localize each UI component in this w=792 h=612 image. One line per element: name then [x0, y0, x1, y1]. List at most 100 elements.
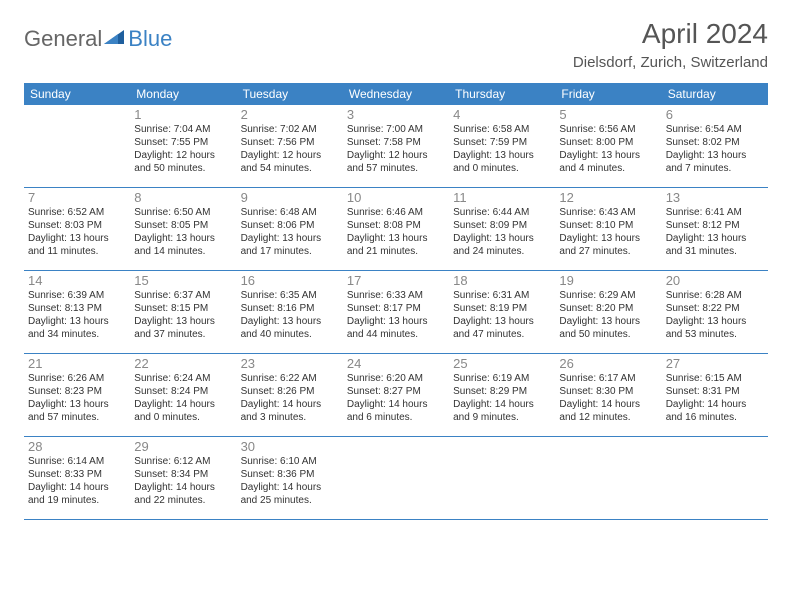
weekday-header-row: Sunday Monday Tuesday Wednesday Thursday…	[24, 83, 768, 105]
day-cell	[662, 437, 768, 519]
day-info: Sunrise: 6:43 AMSunset: 8:10 PMDaylight:…	[559, 206, 657, 258]
info-line: and 3 minutes.	[241, 411, 339, 424]
day-info: Sunrise: 6:28 AMSunset: 8:22 PMDaylight:…	[666, 289, 764, 341]
info-line: Sunset: 8:12 PM	[666, 219, 764, 232]
logo-text-general: General	[24, 26, 102, 52]
info-line: Sunrise: 6:22 AM	[241, 372, 339, 385]
calendar-grid: Sunday Monday Tuesday Wednesday Thursday…	[24, 83, 768, 520]
day-info: Sunrise: 6:35 AMSunset: 8:16 PMDaylight:…	[241, 289, 339, 341]
info-line: Sunset: 8:16 PM	[241, 302, 339, 315]
day-cell: 3Sunrise: 7:00 AMSunset: 7:58 PMDaylight…	[343, 105, 449, 187]
day-cell: 30Sunrise: 6:10 AMSunset: 8:36 PMDayligh…	[237, 437, 343, 519]
info-line: Daylight: 13 hours	[453, 149, 551, 162]
info-line: Sunset: 8:13 PM	[28, 302, 126, 315]
info-line: Sunrise: 6:54 AM	[666, 123, 764, 136]
week-row: 1Sunrise: 7:04 AMSunset: 7:55 PMDaylight…	[24, 105, 768, 188]
info-line: Sunset: 8:33 PM	[28, 468, 126, 481]
info-line: Daylight: 13 hours	[241, 232, 339, 245]
info-line: Daylight: 13 hours	[28, 398, 126, 411]
month-title: April 2024	[573, 18, 768, 50]
info-line: Sunrise: 6:20 AM	[347, 372, 445, 385]
info-line: and 0 minutes.	[453, 162, 551, 175]
day-info: Sunrise: 6:20 AMSunset: 8:27 PMDaylight:…	[347, 372, 445, 424]
day-cell: 16Sunrise: 6:35 AMSunset: 8:16 PMDayligh…	[237, 271, 343, 353]
info-line: and 27 minutes.	[559, 245, 657, 258]
info-line: Sunset: 8:17 PM	[347, 302, 445, 315]
info-line: and 7 minutes.	[666, 162, 764, 175]
info-line: and 50 minutes.	[134, 162, 232, 175]
info-line: and 14 minutes.	[134, 245, 232, 258]
day-number: 18	[453, 273, 551, 288]
info-line: Sunset: 7:56 PM	[241, 136, 339, 149]
day-info: Sunrise: 6:33 AMSunset: 8:17 PMDaylight:…	[347, 289, 445, 341]
day-info: Sunrise: 6:10 AMSunset: 8:36 PMDaylight:…	[241, 455, 339, 507]
info-line: Daylight: 13 hours	[666, 232, 764, 245]
day-cell: 17Sunrise: 6:33 AMSunset: 8:17 PMDayligh…	[343, 271, 449, 353]
info-line: and 6 minutes.	[347, 411, 445, 424]
day-cell	[343, 437, 449, 519]
info-line: Sunset: 8:27 PM	[347, 385, 445, 398]
day-cell: 1Sunrise: 7:04 AMSunset: 7:55 PMDaylight…	[130, 105, 236, 187]
info-line: Sunset: 8:19 PM	[453, 302, 551, 315]
day-info: Sunrise: 6:14 AMSunset: 8:33 PMDaylight:…	[28, 455, 126, 507]
logo-triangle-icon	[104, 28, 126, 51]
day-number: 13	[666, 190, 764, 205]
day-number: 27	[666, 356, 764, 371]
day-number: 28	[28, 439, 126, 454]
info-line: and 34 minutes.	[28, 328, 126, 341]
day-info: Sunrise: 6:58 AMSunset: 7:59 PMDaylight:…	[453, 123, 551, 175]
day-cell: 9Sunrise: 6:48 AMSunset: 8:06 PMDaylight…	[237, 188, 343, 270]
info-line: Sunset: 8:26 PM	[241, 385, 339, 398]
info-line: Daylight: 13 hours	[28, 232, 126, 245]
info-line: Daylight: 13 hours	[666, 149, 764, 162]
info-line: and 31 minutes.	[666, 245, 764, 258]
weeks-container: 1Sunrise: 7:04 AMSunset: 7:55 PMDaylight…	[24, 105, 768, 520]
day-cell: 20Sunrise: 6:28 AMSunset: 8:22 PMDayligh…	[662, 271, 768, 353]
day-cell: 4Sunrise: 6:58 AMSunset: 7:59 PMDaylight…	[449, 105, 555, 187]
day-info: Sunrise: 6:44 AMSunset: 8:09 PMDaylight:…	[453, 206, 551, 258]
info-line: Sunset: 8:31 PM	[666, 385, 764, 398]
day-number: 25	[453, 356, 551, 371]
day-cell: 10Sunrise: 6:46 AMSunset: 8:08 PMDayligh…	[343, 188, 449, 270]
day-cell: 13Sunrise: 6:41 AMSunset: 8:12 PMDayligh…	[662, 188, 768, 270]
day-number: 10	[347, 190, 445, 205]
info-line: Sunrise: 6:28 AM	[666, 289, 764, 302]
day-cell: 22Sunrise: 6:24 AMSunset: 8:24 PMDayligh…	[130, 354, 236, 436]
info-line: Sunset: 8:22 PM	[666, 302, 764, 315]
day-cell: 6Sunrise: 6:54 AMSunset: 8:02 PMDaylight…	[662, 105, 768, 187]
info-line: Daylight: 13 hours	[666, 315, 764, 328]
info-line: Sunset: 8:30 PM	[559, 385, 657, 398]
day-number: 2	[241, 107, 339, 122]
info-line: Daylight: 13 hours	[453, 232, 551, 245]
day-cell: 21Sunrise: 6:26 AMSunset: 8:23 PMDayligh…	[24, 354, 130, 436]
day-number: 20	[666, 273, 764, 288]
info-line: and 0 minutes.	[134, 411, 232, 424]
brand-logo: General Blue	[24, 26, 172, 52]
info-line: and 57 minutes.	[28, 411, 126, 424]
day-number: 23	[241, 356, 339, 371]
info-line: Sunset: 8:23 PM	[28, 385, 126, 398]
info-line: Daylight: 12 hours	[134, 149, 232, 162]
info-line: Daylight: 14 hours	[241, 398, 339, 411]
info-line: Daylight: 14 hours	[28, 481, 126, 494]
day-number: 7	[28, 190, 126, 205]
day-info: Sunrise: 6:37 AMSunset: 8:15 PMDaylight:…	[134, 289, 232, 341]
info-line: Sunset: 7:58 PM	[347, 136, 445, 149]
day-number: 3	[347, 107, 445, 122]
info-line: Daylight: 14 hours	[241, 481, 339, 494]
info-line: and 11 minutes.	[28, 245, 126, 258]
info-line: and 37 minutes.	[134, 328, 232, 341]
info-line: Daylight: 14 hours	[666, 398, 764, 411]
info-line: Daylight: 13 hours	[453, 315, 551, 328]
info-line: and 24 minutes.	[453, 245, 551, 258]
info-line: Sunrise: 7:00 AM	[347, 123, 445, 136]
day-info: Sunrise: 6:19 AMSunset: 8:29 PMDaylight:…	[453, 372, 551, 424]
info-line: Sunrise: 6:41 AM	[666, 206, 764, 219]
info-line: Daylight: 13 hours	[559, 315, 657, 328]
day-number: 30	[241, 439, 339, 454]
weekday-header: Saturday	[662, 83, 768, 105]
day-info: Sunrise: 6:46 AMSunset: 8:08 PMDaylight:…	[347, 206, 445, 258]
info-line: Sunrise: 6:35 AM	[241, 289, 339, 302]
info-line: and 47 minutes.	[453, 328, 551, 341]
info-line: Sunset: 8:05 PM	[134, 219, 232, 232]
